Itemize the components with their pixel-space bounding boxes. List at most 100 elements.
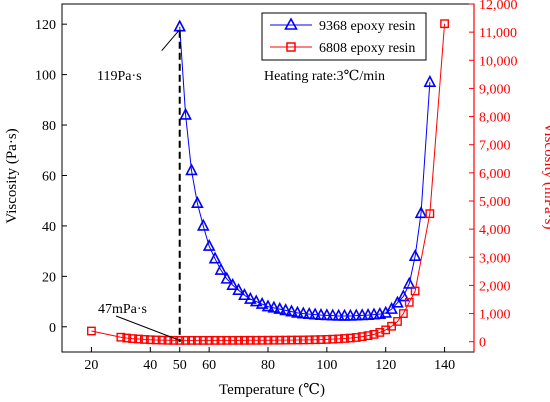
x-tick-label: 20	[84, 358, 98, 373]
right-y-tick-label: 7,000	[479, 139, 511, 154]
right-y-tick-label: 2,000	[479, 279, 511, 294]
left-y-tick-label: 100	[35, 69, 56, 84]
data-point-9368	[302, 306, 316, 319]
peak-arrow	[161, 30, 180, 52]
data-point-6808	[293, 335, 302, 345]
data-point-9368	[391, 295, 404, 308]
data-point-6808	[169, 335, 179, 345]
data-point-6808	[240, 335, 249, 345]
data-point-6808	[204, 335, 214, 345]
data-point-9368	[408, 248, 422, 261]
x-tick-label: 100	[316, 358, 337, 373]
data-point-6808	[181, 335, 190, 345]
data-point-6808	[398, 309, 408, 318]
data-point-6808	[198, 335, 208, 345]
data-point-9368	[191, 195, 204, 209]
data-point-6808	[228, 335, 238, 345]
left-y-axis: 0 20 40 60 80 100 120	[35, 18, 67, 336]
data-point-9368	[379, 305, 393, 318]
right-y-tick-label: 0	[479, 336, 486, 351]
data-point-6808	[134, 334, 143, 344]
right-y-tick-label: 9,000	[479, 82, 511, 97]
right-y-tick-label: 10,000	[479, 54, 518, 69]
right-y-tick-label: 1,000	[479, 308, 511, 323]
data-point-6808	[269, 335, 279, 345]
x-tick-label: 120	[375, 358, 396, 373]
data-point-9368	[314, 307, 328, 320]
data-point-6808	[87, 326, 96, 336]
x-tick-label: 80	[261, 358, 275, 373]
x-axis-title: Temperature (℃)	[219, 382, 325, 398]
data-point-6808	[263, 335, 273, 345]
right-y-tick-label: 11,000	[479, 26, 517, 41]
data-point-9368	[185, 163, 198, 176]
data-point-6808	[310, 335, 320, 345]
data-point-9368	[291, 305, 304, 318]
data-point-6808	[357, 332, 367, 342]
legend-marker-9368	[284, 17, 298, 30]
data-point-9368	[296, 306, 310, 319]
data-point-6808	[334, 334, 344, 344]
data-point-9368	[244, 291, 257, 304]
data-point-6808	[192, 335, 202, 345]
data-point-6808	[157, 335, 167, 345]
left-y-tick-label: 40	[42, 220, 56, 235]
data-point-9368	[414, 206, 428, 219]
data-point-6808	[116, 332, 126, 342]
left-y-tick-label: 20	[42, 270, 56, 285]
data-point-9368	[238, 288, 251, 301]
annotation-layer: 119Pa·s 47mPa·s Heating rate:3℃/min	[97, 30, 385, 342]
legend-marker-6808	[286, 42, 296, 52]
left-y-tick-label: 120	[35, 18, 56, 33]
data-point-6808	[216, 335, 226, 345]
data-point-6808	[425, 209, 435, 219]
series-layer	[87, 19, 449, 345]
data-point-6808	[410, 286, 420, 296]
data-point-9368	[196, 218, 210, 231]
data-point-6808	[387, 321, 396, 331]
data-point-6808	[298, 335, 308, 345]
data-point-6808	[139, 335, 149, 344]
data-point-9368	[273, 301, 287, 314]
data-point-6808	[128, 334, 138, 344]
x-tick-label: 40	[143, 358, 157, 373]
data-point-6808	[251, 335, 261, 345]
data-point-9368	[279, 303, 292, 316]
data-point-6808	[163, 335, 173, 345]
data-point-9368	[285, 304, 298, 317]
data-point-6808	[234, 335, 243, 345]
heating-rate-annotation: Heating rate:3℃/min	[264, 69, 385, 84]
left-y-axis-title: Viscosity (Pa·s)	[4, 128, 20, 223]
data-point-9368	[326, 308, 340, 321]
data-point-9368	[320, 308, 334, 321]
low-annotation: 47mPa·s	[98, 302, 147, 317]
data-point-6808	[175, 335, 185, 345]
data-point-9368	[255, 296, 269, 309]
data-point-9368	[267, 300, 281, 313]
data-point-6808	[210, 335, 220, 345]
data-point-6808	[404, 297, 414, 307]
right-y-axis: 0 1,000 2,000 3,000 4,000 5,000 6,000 7,000 8,00…	[469, 0, 518, 351]
data-point-6808	[304, 335, 314, 345]
x-tick-label: 50	[173, 358, 187, 373]
data-point-6808	[375, 328, 385, 337]
data-point-9368	[385, 301, 398, 314]
right-y-tick-label: 3,000	[479, 251, 511, 266]
right-y-tick-label: 5,000	[479, 195, 511, 210]
right-y-tick-label: 6,000	[479, 167, 511, 182]
right-y-tick-label: 12,000	[479, 0, 518, 13]
x-tick-label: 60	[202, 358, 216, 373]
low-arrow	[115, 315, 179, 341]
data-point-6808	[340, 334, 349, 343]
data-point-6808	[369, 329, 379, 339]
data-point-9368	[208, 251, 222, 264]
data-point-9368	[202, 238, 216, 251]
data-point-9368	[423, 74, 437, 87]
legend-label-6808: 6808 epoxy resin	[319, 41, 415, 56]
data-point-9368	[226, 277, 240, 290]
legend: 9368 epoxy resin 6808 epoxy resin	[261, 12, 427, 61]
data-point-6808	[316, 335, 326, 344]
data-point-6808	[122, 333, 132, 343]
legend-label-9368: 9368 epoxy resin	[319, 19, 415, 34]
